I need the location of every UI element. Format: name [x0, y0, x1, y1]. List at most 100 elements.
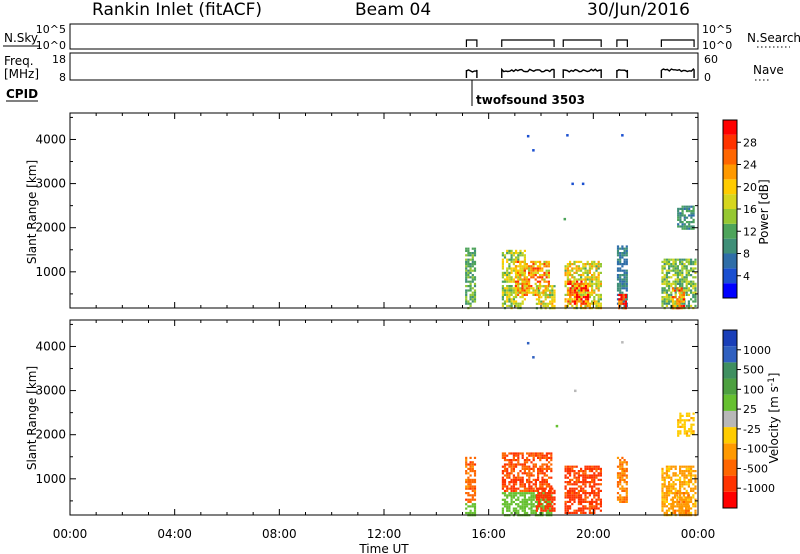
power-cell — [515, 249, 518, 252]
velocity-cell — [682, 492, 685, 495]
power-cell — [514, 260, 517, 263]
power-cell — [676, 282, 679, 285]
power-cell — [567, 291, 570, 294]
velocity-cell — [674, 500, 677, 504]
velocity-colorbar-tick-label: -25 — [743, 423, 761, 436]
power-cell — [694, 291, 697, 294]
power-cell — [549, 300, 552, 303]
power-cell — [692, 225, 695, 228]
velocity-cell — [694, 481, 697, 484]
velocity-ytick-label: 1000 — [35, 472, 66, 486]
velocity-cell — [510, 472, 513, 475]
velocity-ylabel: Slant Range [km] — [25, 366, 39, 470]
velocity-cell — [465, 511, 468, 515]
power-cell — [672, 280, 675, 283]
velocity-cell — [517, 487, 520, 490]
power-cell — [663, 265, 666, 268]
velocity-cell — [575, 465, 578, 468]
power-cell — [582, 289, 585, 292]
power-cell — [694, 300, 697, 303]
power-cell — [663, 258, 666, 261]
velocity-cell — [671, 505, 674, 508]
power-cell — [473, 278, 477, 281]
velocity-cell — [569, 465, 572, 468]
power-cell — [519, 278, 522, 281]
velocity-cell — [506, 467, 509, 470]
power-cell — [569, 287, 572, 290]
power-cell — [692, 293, 695, 296]
power-cell — [519, 304, 522, 307]
velocity-cell — [571, 494, 574, 497]
velocity-cell — [692, 489, 695, 492]
power-cell — [694, 276, 697, 279]
velocity-cell — [661, 478, 664, 481]
velocity-cell — [672, 485, 675, 488]
power-cell — [668, 302, 671, 305]
power-cell — [680, 296, 683, 299]
power-cell — [623, 249, 626, 252]
power-cell — [539, 287, 542, 290]
velocity-cell — [690, 465, 693, 468]
velocity-cell — [668, 470, 671, 473]
velocity-cell — [577, 503, 580, 506]
velocity-cell — [623, 472, 626, 475]
power-cell — [679, 207, 682, 210]
power-colorbar-swatch — [723, 268, 737, 284]
power-cell — [545, 263, 548, 266]
power-cell — [567, 300, 570, 303]
power-cell — [543, 265, 546, 268]
velocity-cell — [663, 483, 666, 486]
nsearch-tick-bottom: 10^0 — [702, 39, 732, 52]
velocity-cell — [539, 498, 542, 501]
power-cell — [467, 247, 470, 250]
velocity-cell — [569, 492, 572, 495]
power-cell — [528, 280, 531, 283]
velocity-cell — [661, 509, 664, 512]
power-cell — [564, 282, 567, 285]
power-cell — [530, 287, 533, 290]
power-cell — [530, 291, 533, 294]
velocity-cell — [588, 476, 591, 479]
power-cell — [663, 276, 666, 279]
velocity-cell — [546, 505, 549, 508]
power-cell — [506, 249, 509, 252]
velocity-cell — [616, 492, 620, 495]
power-cell — [551, 285, 554, 288]
velocity-cell — [569, 472, 572, 475]
power-cell — [571, 263, 574, 266]
power-cell — [469, 269, 472, 272]
velocity-cell — [668, 494, 671, 497]
velocity-cell — [532, 496, 535, 499]
velocity-cell — [503, 494, 507, 497]
power-cell — [551, 298, 554, 301]
power-cell — [576, 293, 579, 296]
power-cell — [625, 271, 628, 274]
velocity-cell — [595, 465, 598, 468]
velocity-cell — [550, 494, 553, 497]
power-cell — [512, 252, 515, 255]
velocity-cell — [665, 509, 668, 512]
power-cell — [616, 287, 620, 290]
power-cell — [622, 298, 625, 301]
velocity-cell — [517, 456, 520, 459]
power-cell — [670, 298, 673, 301]
power-cell — [588, 267, 591, 270]
velocity-cell — [512, 476, 515, 479]
velocity-cell — [548, 507, 551, 510]
velocity-cell — [515, 511, 518, 515]
power-cell — [682, 296, 685, 299]
velocity-cell — [506, 463, 509, 466]
power-cell — [473, 300, 477, 303]
power-cell — [519, 252, 522, 255]
velocity-cell — [584, 481, 587, 484]
velocity-cell — [580, 500, 583, 503]
power-cell — [577, 269, 580, 272]
velocity-cell — [674, 472, 677, 475]
power-cell — [538, 289, 541, 292]
velocity-cell — [506, 472, 509, 475]
nsky-interval-2 — [562, 39, 602, 47]
velocity-cell — [679, 481, 682, 484]
velocity-cell — [599, 503, 602, 506]
power-cell — [551, 287, 554, 290]
velocity-cell — [681, 419, 684, 422]
